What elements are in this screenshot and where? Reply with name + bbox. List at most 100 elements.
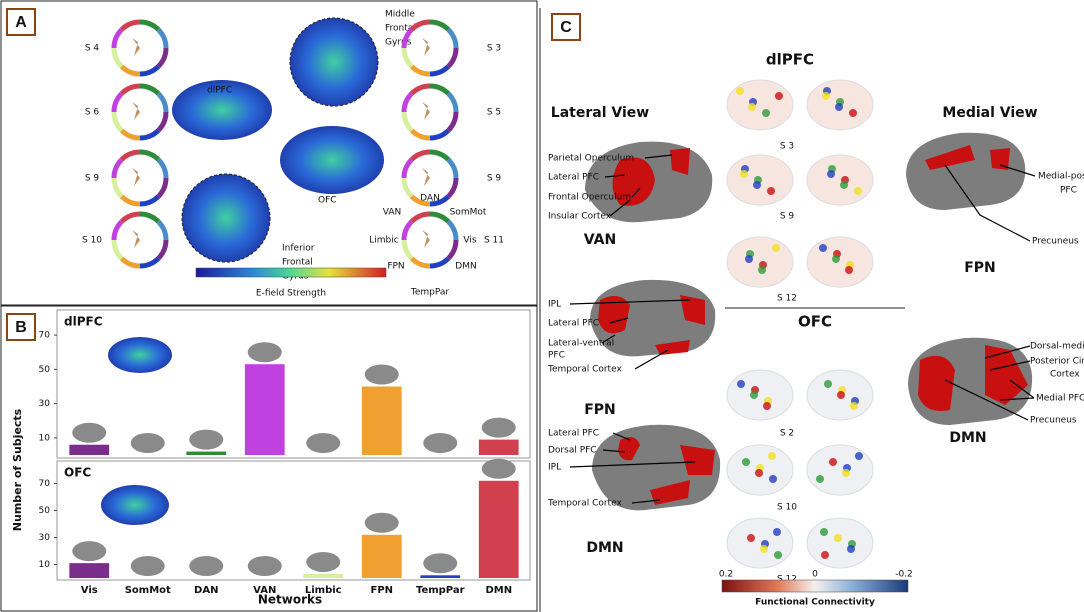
label: Frontal [385, 24, 416, 34]
colorbar-label: Functional Connectivity [755, 598, 875, 608]
y-tick-label: 10 [39, 433, 51, 443]
brain-map [806, 444, 874, 496]
map-spot [837, 391, 845, 399]
heading: OFC [798, 313, 832, 331]
network-region [925, 145, 1010, 170]
brain-icon [306, 433, 341, 453]
polar-ring [429, 128, 451, 141]
map-spot [832, 255, 840, 263]
subject-label: S 12 [777, 575, 797, 585]
polar-ring [111, 111, 124, 133]
region-label: IPL [548, 463, 561, 473]
polar-ring [156, 27, 169, 49]
polar-ring [401, 111, 414, 133]
subject-label: S 10 [777, 503, 797, 513]
panel-a-frame [0, 0, 538, 306]
region-label: Lateral PFC [548, 319, 599, 329]
map-spot [745, 255, 753, 263]
panel-label-box [6, 8, 36, 36]
brain-map [726, 369, 794, 421]
map-spot [742, 458, 750, 466]
network-label: Limbic [369, 236, 398, 246]
region-label: IPL [548, 300, 561, 310]
map-spot [847, 545, 855, 553]
subject-label: S 3 [780, 142, 794, 152]
region-label: Lateral-ventral [548, 339, 614, 349]
network-name: FPN [964, 260, 996, 276]
polar-ring [409, 149, 431, 162]
brain-map [726, 236, 794, 288]
map-spot [854, 187, 862, 195]
brain-icon [481, 458, 516, 479]
brain-icon [247, 556, 282, 576]
network-name: DMN [949, 430, 986, 446]
polar-ring [446, 177, 459, 199]
bar [361, 534, 402, 578]
map-spot [753, 181, 761, 189]
polar-ring [409, 128, 431, 141]
plot-frame [56, 460, 531, 581]
colorbar-tick: -0.2 [895, 570, 913, 580]
polar-ring [401, 157, 414, 179]
polar-ring [156, 157, 169, 179]
map-spot [750, 391, 758, 399]
network-region [612, 148, 690, 206]
polar-ring [446, 157, 459, 179]
map-spot [850, 402, 858, 410]
brain-icon [130, 556, 165, 576]
polar-ring [139, 64, 161, 77]
map-spot [747, 534, 755, 542]
polar-ring [119, 83, 141, 96]
map-spot [824, 380, 832, 388]
y-tick-label: 50 [39, 506, 51, 516]
polar-trace [132, 38, 140, 56]
panel-b-frame [0, 305, 538, 612]
map-spot [855, 452, 863, 460]
map-spot [829, 458, 837, 466]
map-spot [822, 92, 830, 100]
polar-ring [119, 19, 141, 32]
polar-ring [429, 256, 451, 269]
region-label: Dorsal-medial PFC [1030, 342, 1084, 352]
map-spot [763, 402, 771, 410]
polar-ring [429, 211, 451, 224]
bar [361, 386, 402, 455]
brain-image [108, 337, 172, 373]
network-region [918, 345, 1028, 411]
region-label: Insular Cortex [548, 212, 612, 222]
map-spot [748, 103, 756, 111]
region-label: Medial-posterior [1038, 172, 1084, 182]
polar-ring [139, 194, 161, 207]
label: Frontal [282, 258, 313, 268]
plot-frame [56, 309, 531, 459]
bar [69, 444, 110, 455]
brain-icon [130, 433, 165, 453]
polar-ring [139, 128, 161, 141]
x-tick-label: DAN [194, 585, 218, 596]
colorbar-label: E-field Strength [256, 289, 326, 299]
polar-ring [111, 157, 124, 179]
subject-label: S 2 [780, 429, 794, 439]
zoom [289, 17, 379, 107]
panel-label: B [15, 319, 27, 336]
region-label: Lateral PFC [548, 173, 599, 183]
polar-ring [119, 211, 141, 224]
polar-ring [401, 219, 414, 241]
map-spot [827, 170, 835, 178]
polar-ring [429, 64, 451, 77]
map-spot [737, 380, 745, 388]
polar-ring [409, 211, 431, 224]
label: Inferior [282, 244, 315, 254]
brain-icon [364, 364, 399, 385]
map-spot [820, 528, 828, 536]
panel-label: A [15, 14, 27, 31]
label: Middle [385, 10, 415, 20]
subject-label: S 3 [487, 44, 501, 54]
polar-ring [139, 83, 161, 96]
subject-label: S 10 [82, 236, 102, 246]
bar [478, 439, 519, 455]
polar-ring [429, 149, 451, 162]
heading: Lateral View [551, 105, 649, 121]
network-region [618, 436, 715, 505]
